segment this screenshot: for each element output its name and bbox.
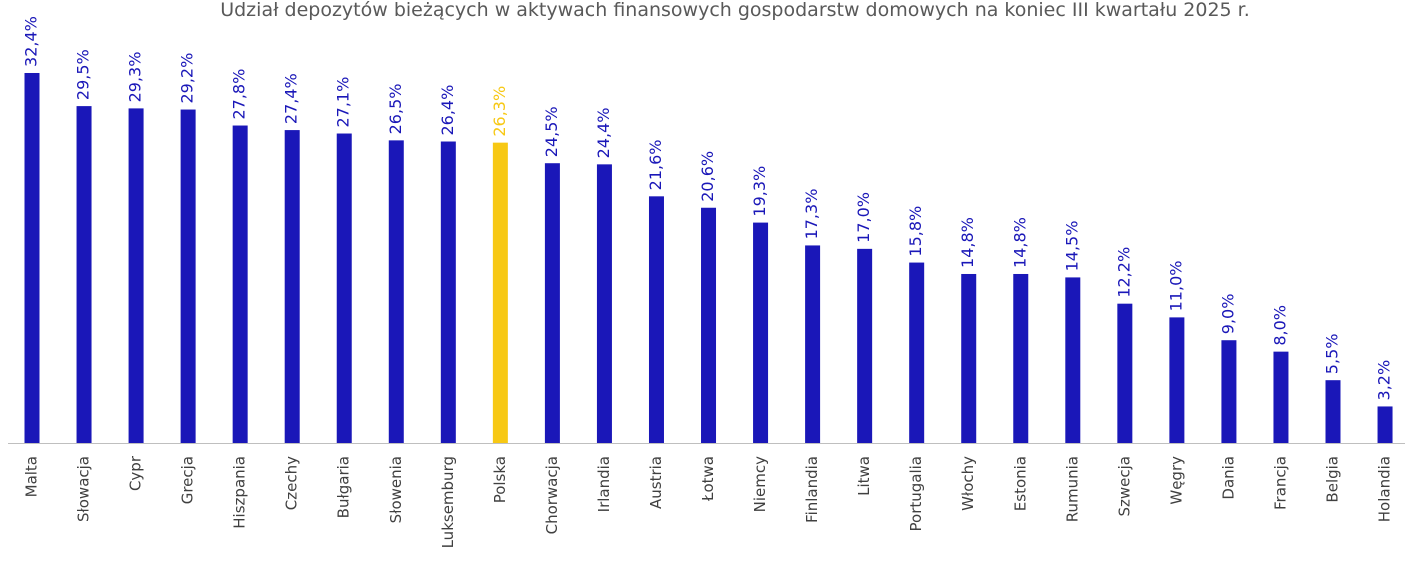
value-label: 27,1% (334, 77, 353, 128)
value-label: 14,8% (1010, 217, 1029, 268)
bar (1221, 340, 1237, 443)
value-label: 27,4% (282, 73, 301, 124)
x-tick-label: Chorwacja (543, 456, 561, 534)
value-label: 14,8% (958, 217, 977, 268)
value-label: 19,3% (750, 166, 769, 217)
value-label: 26,3% (490, 86, 509, 137)
bar (857, 248, 873, 443)
chart-title: Udział depozytów bieżących w aktywach fi… (220, 0, 1250, 21)
x-tick-label: Austria (647, 456, 665, 509)
value-label: 27,8% (230, 69, 249, 120)
bar (440, 141, 456, 443)
x-tick-label: Finlandia (803, 456, 821, 523)
x-tick-label: Czechy (283, 456, 301, 510)
value-label: 9,0% (1218, 294, 1237, 335)
x-tick-label: Cypr (127, 455, 145, 491)
x-tick-label: Bułgaria (335, 456, 353, 518)
value-label: 29,3% (126, 52, 145, 103)
bar (1169, 317, 1185, 443)
bar (128, 108, 144, 444)
bar (1273, 351, 1289, 443)
x-tick-label: Węgry (1167, 456, 1185, 505)
value-label: 26,4% (438, 85, 457, 136)
value-label: 3,2% (1375, 360, 1394, 401)
bar (232, 125, 248, 444)
value-label: 15,8% (906, 206, 925, 257)
bar (24, 72, 40, 443)
x-tick-label: Szwecja (1115, 456, 1133, 517)
bar (648, 196, 664, 443)
x-tick-label: Litwa (855, 456, 873, 496)
x-tick-label: Belgia (1324, 456, 1342, 503)
value-label: 17,0% (854, 192, 873, 243)
value-label: 32,4% (22, 16, 41, 67)
x-tick-label: Malta (23, 456, 41, 497)
bar (1013, 273, 1029, 443)
x-tick-label: Włochy (959, 456, 977, 511)
bar (336, 133, 352, 443)
x-tick-label: Estonia (1011, 456, 1029, 511)
x-tick-label: Portugalia (907, 456, 925, 531)
bar (1325, 380, 1341, 443)
x-tick-label: Grecja (179, 456, 197, 504)
bar (76, 106, 92, 444)
value-label: 11,0% (1166, 261, 1185, 312)
bar (805, 245, 821, 443)
value-label: 29,5% (74, 49, 93, 100)
x-tick-label: Irlandia (595, 456, 613, 512)
value-label: 24,5% (542, 106, 561, 157)
bar (596, 164, 612, 444)
x-tick-label: Słowenia (387, 456, 405, 523)
bar (1117, 303, 1133, 443)
x-tick-label: Holandia (1376, 456, 1394, 522)
bar (961, 273, 977, 443)
x-tick-label: Niemcy (751, 456, 769, 512)
bar (544, 163, 560, 443)
x-tick-label: Luksemburg (439, 456, 457, 548)
value-label: 24,4% (594, 108, 613, 159)
bar (284, 130, 300, 444)
bar (701, 207, 717, 443)
value-label: 26,5% (386, 84, 405, 135)
x-tick-label: Polska (491, 456, 509, 503)
bar (180, 109, 196, 443)
value-label: 14,5% (1062, 221, 1081, 272)
x-tick-label: Francja (1271, 456, 1289, 510)
value-label: 8,0% (1270, 305, 1289, 346)
bar (909, 262, 925, 443)
x-tick-label: Łotwa (699, 456, 717, 502)
bar (388, 140, 404, 443)
bar (753, 222, 769, 443)
x-tick-label: Słowacja (75, 456, 93, 522)
value-label: 12,2% (1114, 247, 1133, 298)
value-label: 21,6% (646, 139, 665, 190)
x-tick-label: Rumunia (1063, 456, 1081, 522)
x-tick-label: Dania (1219, 456, 1237, 500)
x-tick-label: Hiszpania (231, 456, 249, 529)
bar (492, 142, 508, 444)
bar (1065, 277, 1081, 443)
value-label: 17,3% (802, 189, 821, 240)
value-label: 20,6% (698, 151, 717, 202)
value-label: 5,5% (1323, 334, 1342, 375)
bar (1377, 406, 1393, 443)
value-label: 29,2% (178, 53, 197, 104)
